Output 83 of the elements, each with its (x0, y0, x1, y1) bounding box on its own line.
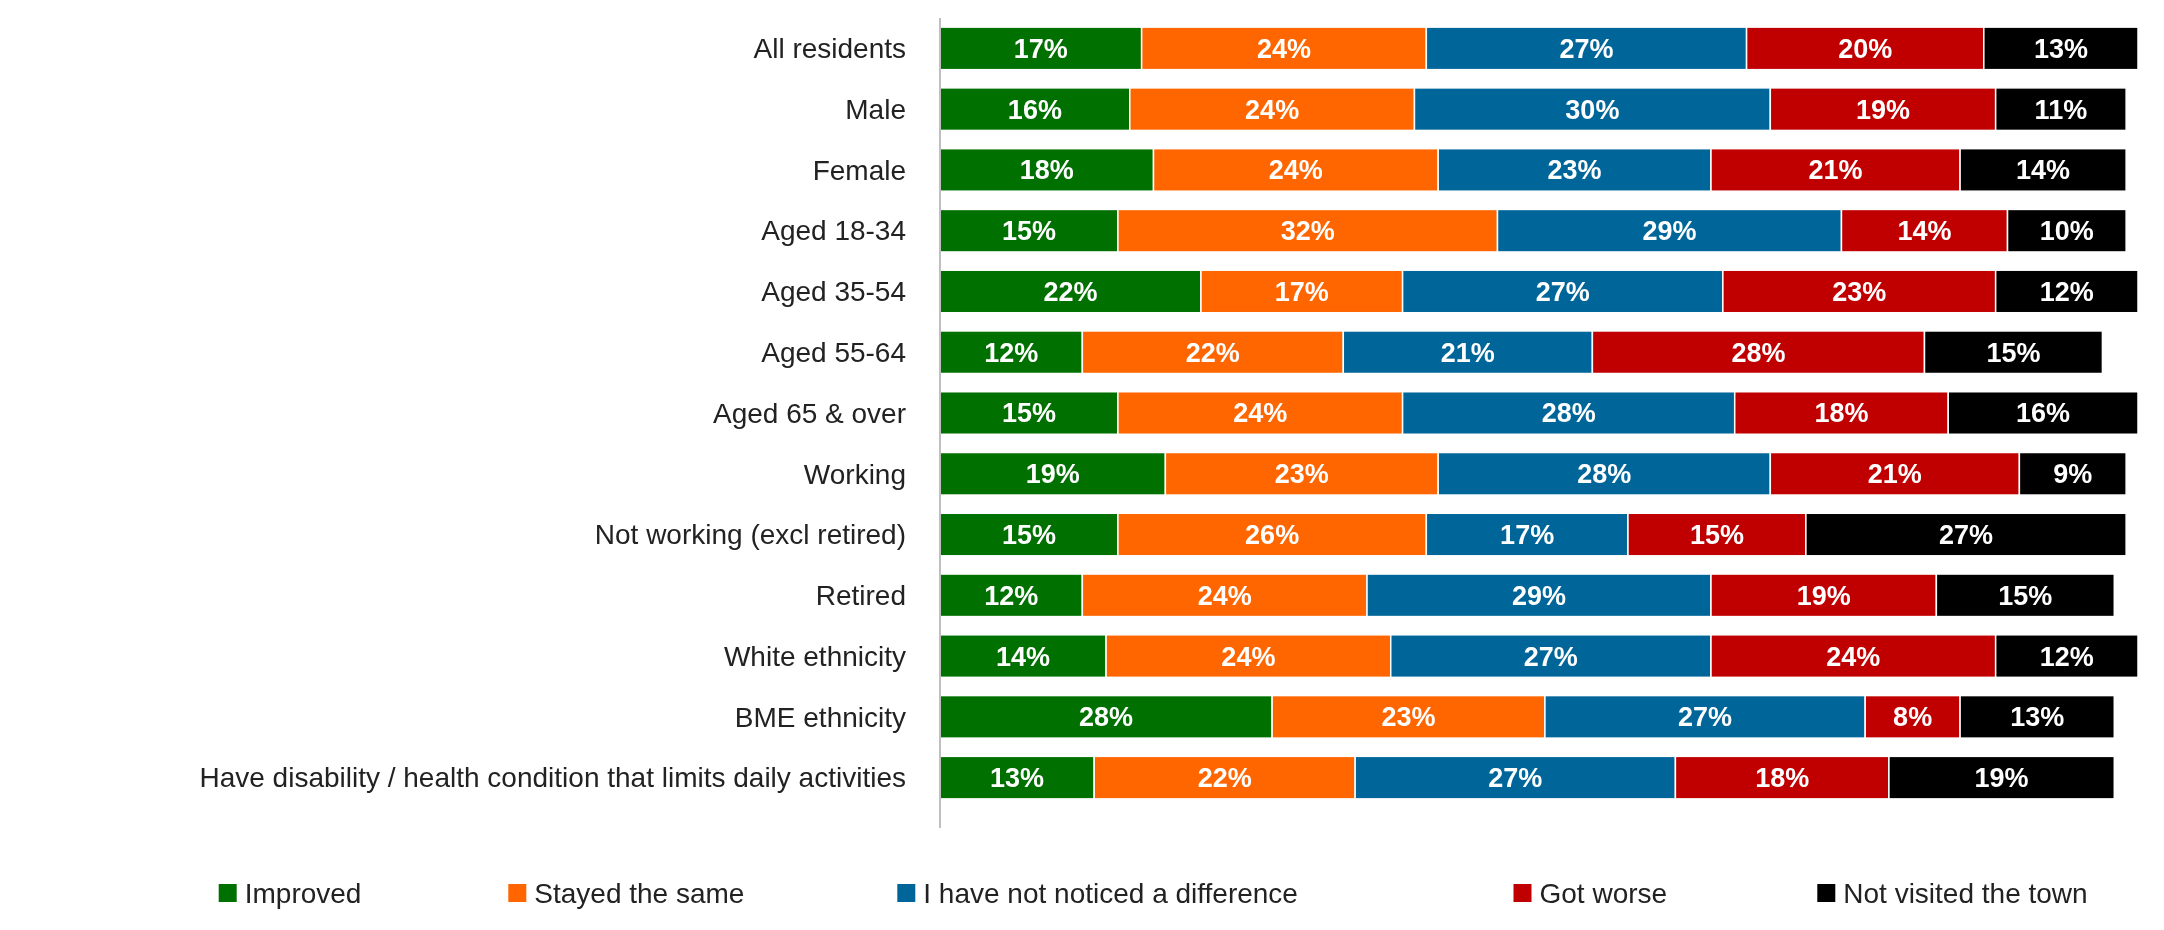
data-label: 14% (2016, 155, 2071, 186)
legend-label: Got worse (1539, 877, 1668, 909)
data-label: 13% (2010, 702, 2065, 733)
data-label: 27% (1559, 33, 1614, 64)
data-label: 24% (1221, 641, 1276, 672)
data-label: 16% (2016, 398, 2071, 429)
data-label: 26% (1245, 519, 1300, 550)
legend-label: I have not noticed a difference (923, 877, 1298, 909)
data-label: 24% (1197, 580, 1252, 611)
data-label: 24% (1256, 33, 1311, 64)
data-label: 23% (1832, 276, 1887, 307)
data-label: 10% (2039, 216, 2094, 247)
data-label: 27% (1523, 641, 1578, 672)
data-label: 14% (996, 641, 1051, 672)
data-label: 17% (1274, 276, 1329, 307)
data-label: 12% (2039, 276, 2094, 307)
data-label: 24% (1826, 641, 1881, 672)
data-label: 18% (1755, 763, 1810, 794)
data-label: 20% (1838, 33, 1893, 64)
data-label: 28% (1541, 398, 1596, 429)
data-label: 27% (1938, 519, 1994, 550)
data-label: 15% (1001, 519, 1056, 550)
data-label: 13% (990, 763, 1045, 794)
y-tick-label: Aged 35-54 (761, 276, 906, 308)
data-label: 17% (1500, 519, 1555, 550)
legend-label: Improved (244, 877, 362, 909)
data-label: 15% (1998, 580, 2053, 611)
data-label: 18% (1019, 155, 1074, 186)
data-label: 22% (1197, 763, 1252, 794)
data-label: 21% (1440, 337, 1495, 368)
data-label: 14% (1897, 216, 1952, 247)
data-label: 15% (1689, 519, 1744, 550)
y-tick-label: All residents (753, 33, 906, 65)
data-label: 19% (1796, 580, 1851, 611)
y-tick-label: Have disability / health condition that limits daily activities (199, 762, 906, 794)
y-tick-label: Retired (815, 580, 906, 612)
data-label: 17% (1013, 33, 1068, 64)
y-tick-label: Aged 65 & over (712, 397, 906, 429)
data-label: 22% (1185, 337, 1240, 368)
data-label: 11% (2034, 94, 2088, 125)
data-label: 24% (1233, 398, 1288, 429)
data-label: 27% (1488, 763, 1543, 794)
data-label: 19% (1855, 94, 1910, 125)
data-label: 28% (1577, 459, 1632, 490)
data-label: 15% (1001, 216, 1056, 247)
data-label: 23% (1274, 459, 1329, 490)
data-label: 18% (1814, 398, 1869, 429)
data-label: 13% (2033, 33, 2088, 64)
data-label: 32% (1280, 216, 1335, 247)
data-label: 12% (984, 580, 1039, 611)
data-label: 23% (1547, 155, 1602, 186)
y-tick-label: White ethnicity (723, 640, 906, 672)
data-label: 12% (984, 337, 1039, 368)
data-label: 23% (1381, 702, 1436, 733)
data-label: 12% (2039, 641, 2094, 672)
data-label: 19% (1974, 763, 2029, 794)
data-label: 22% (1043, 276, 1098, 307)
y-tick-label: Aged 18-34 (761, 215, 906, 247)
data-label: 15% (1986, 337, 2041, 368)
data-label: 8% (1893, 702, 1933, 733)
data-label: 24% (1268, 155, 1323, 186)
y-tick-label: Not working (excl retired) (594, 519, 906, 551)
data-label: 19% (1025, 459, 1080, 490)
y-tick-label: Aged 55-64 (761, 337, 906, 369)
y-tick-label: BME ethnicity (734, 701, 906, 733)
data-label: 30% (1565, 94, 1620, 125)
data-label: 21% (1808, 155, 1863, 186)
legend-label: Stayed the same (534, 877, 745, 909)
data-label: 28% (1731, 337, 1786, 368)
legend-label: Not visited the town (1843, 877, 2088, 909)
data-label: 27% (1678, 702, 1733, 733)
data-label: 9% (2053, 459, 2093, 490)
data-label: 21% (1867, 459, 1922, 490)
data-label: 16% (1007, 94, 1062, 125)
data-label: 29% (1642, 216, 1697, 247)
data-label: 15% (1001, 398, 1056, 429)
y-tick-label: Female (812, 154, 906, 186)
y-tick-label: Working (803, 458, 906, 490)
data-label: 29% (1511, 580, 1567, 611)
data-label: 24% (1245, 94, 1300, 125)
data-label: 28% (1079, 702, 1134, 733)
data-label: 27% (1535, 276, 1590, 307)
y-tick-label: Male (845, 93, 906, 125)
